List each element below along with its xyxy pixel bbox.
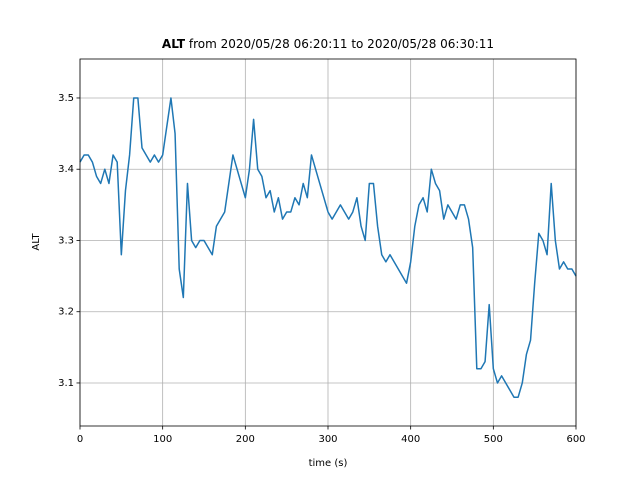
plot-frame <box>79 58 577 427</box>
x-tick-label: 100 <box>153 434 172 445</box>
y-tick-label: 3.1 <box>58 378 74 389</box>
x-tick-label: 500 <box>484 434 503 445</box>
y-tick-label: 3.5 <box>58 93 74 104</box>
chart-title: ALT from 2020/05/28 06:20:11 to 2020/05/… <box>162 37 494 51</box>
y-tick-label: 3.2 <box>58 307 74 318</box>
x-tick-label: 200 <box>236 434 255 445</box>
x-axis-label: time (s) <box>309 458 348 469</box>
y-tick-label: 3.4 <box>58 164 74 175</box>
y-tick-label: 3.3 <box>58 235 74 246</box>
title-bold: ALT <box>162 37 186 51</box>
title-text: from 2020/05/28 06:20:11 to 2020/05/28 0… <box>189 37 494 51</box>
x-tick-label: 0 <box>77 434 83 445</box>
x-tick-label: 300 <box>318 434 337 445</box>
x-tick-label: 400 <box>401 434 420 445</box>
data-line <box>79 97 577 398</box>
x-tick-label: 600 <box>566 434 585 445</box>
y-axis-label: ALT <box>31 233 42 251</box>
